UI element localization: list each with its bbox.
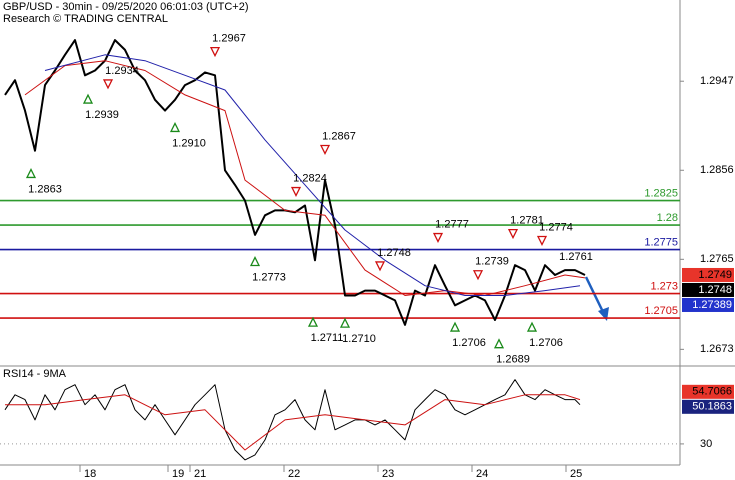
low-marker bbox=[307, 316, 319, 327]
level-label: 1.28 bbox=[657, 212, 678, 224]
series-line bbox=[44, 54, 581, 296]
annotation-label: 1.2934 bbox=[105, 65, 139, 77]
high-marker bbox=[536, 235, 548, 246]
series-line bbox=[4, 379, 581, 461]
level-label: 1.273 bbox=[650, 280, 678, 292]
chart-subtitle: Research © TRADING CENTRAL bbox=[3, 13, 168, 25]
low-marker bbox=[449, 321, 461, 332]
series-line bbox=[4, 39, 586, 326]
level-label: 1.2825 bbox=[644, 188, 678, 200]
annotation-label: 1.2824 bbox=[293, 172, 327, 184]
low-marker bbox=[249, 256, 261, 267]
high-marker bbox=[374, 261, 386, 272]
annotation-label: 1.2711 bbox=[311, 332, 344, 344]
annotation-label: 1.2781 bbox=[510, 215, 544, 227]
high-marker bbox=[432, 232, 444, 244]
y-tick-label: 1.2673 bbox=[700, 343, 734, 355]
price-box bbox=[682, 384, 734, 399]
x-tick-label: 23 bbox=[382, 468, 394, 480]
high-marker bbox=[209, 46, 221, 58]
low-marker bbox=[493, 338, 505, 349]
annotation-label: 1.2706 bbox=[529, 337, 563, 349]
low-marker bbox=[82, 93, 94, 104]
annotation-label: 1.2939 bbox=[85, 109, 119, 121]
annotation-label: 1.2967 bbox=[212, 33, 246, 45]
annotation-label: 1.2706 bbox=[452, 337, 486, 349]
price-box-label: 1.27389 bbox=[692, 299, 732, 311]
x-tick-label: 22 bbox=[288, 468, 300, 480]
series-line bbox=[24, 60, 586, 296]
price-box bbox=[682, 297, 734, 312]
low-marker bbox=[339, 317, 351, 328]
high-marker bbox=[102, 79, 114, 90]
annotation-label: 1.2777 bbox=[435, 218, 469, 230]
annotation-label: 1.2739 bbox=[475, 256, 509, 268]
x-tick-label: 25 bbox=[570, 468, 582, 480]
price-box bbox=[682, 282, 734, 297]
high-marker bbox=[507, 229, 519, 240]
annotation-label: 1.2863 bbox=[28, 183, 62, 195]
y-tick-label: 30 bbox=[700, 438, 712, 450]
annotation-label: 1.2867 bbox=[322, 130, 356, 142]
series-line bbox=[5, 394, 581, 451]
annotation-label: 1.2761 bbox=[559, 251, 593, 263]
high-marker bbox=[319, 144, 331, 155]
high-marker bbox=[472, 270, 484, 281]
chart-title: GBP/USD - 30min - 09/25/2020 06:01:03 (U… bbox=[3, 1, 248, 13]
price-box-label: 54.7066 bbox=[692, 386, 732, 398]
annotation-label: 1.2910 bbox=[172, 137, 206, 149]
x-tick-label: 19 bbox=[172, 468, 184, 480]
price-box bbox=[682, 399, 734, 414]
x-tick-label: 18 bbox=[84, 468, 96, 480]
annotation-label: 1.2689 bbox=[496, 354, 530, 366]
annotation-label: 1.2710 bbox=[342, 333, 376, 345]
y-tick-label: 1.2947 bbox=[700, 75, 734, 87]
annotation-label: 1.2773 bbox=[252, 271, 286, 283]
y-tick-label: 1.2856 bbox=[700, 164, 734, 176]
x-tick-label: 21 bbox=[194, 468, 206, 480]
annotation-label: 1.2748 bbox=[377, 247, 411, 259]
level-label: 1.2705 bbox=[644, 305, 678, 317]
level-label: 1.2775 bbox=[644, 236, 678, 248]
low-marker bbox=[25, 167, 37, 179]
high-marker bbox=[290, 186, 302, 198]
plot-layer: 1.2947 1.2856 1.2765 1.2673 1.2825 1.28 1.2775… bbox=[0, 33, 734, 480]
forecast-arrow bbox=[584, 276, 606, 315]
annotation-label: 1.2774 bbox=[539, 221, 573, 233]
price-box bbox=[682, 267, 734, 282]
x-tick-label: 24 bbox=[476, 468, 488, 480]
price-box-label: 50.1863 bbox=[692, 401, 732, 413]
low-marker bbox=[526, 321, 538, 332]
y-tick-label: 1.2765 bbox=[700, 253, 734, 265]
price-box-label: 1.2749 bbox=[698, 269, 732, 281]
rsi-title: RSI14 - 9MA bbox=[3, 368, 67, 380]
price-box-label: 1.2748 bbox=[698, 284, 732, 296]
low-marker bbox=[169, 121, 181, 133]
